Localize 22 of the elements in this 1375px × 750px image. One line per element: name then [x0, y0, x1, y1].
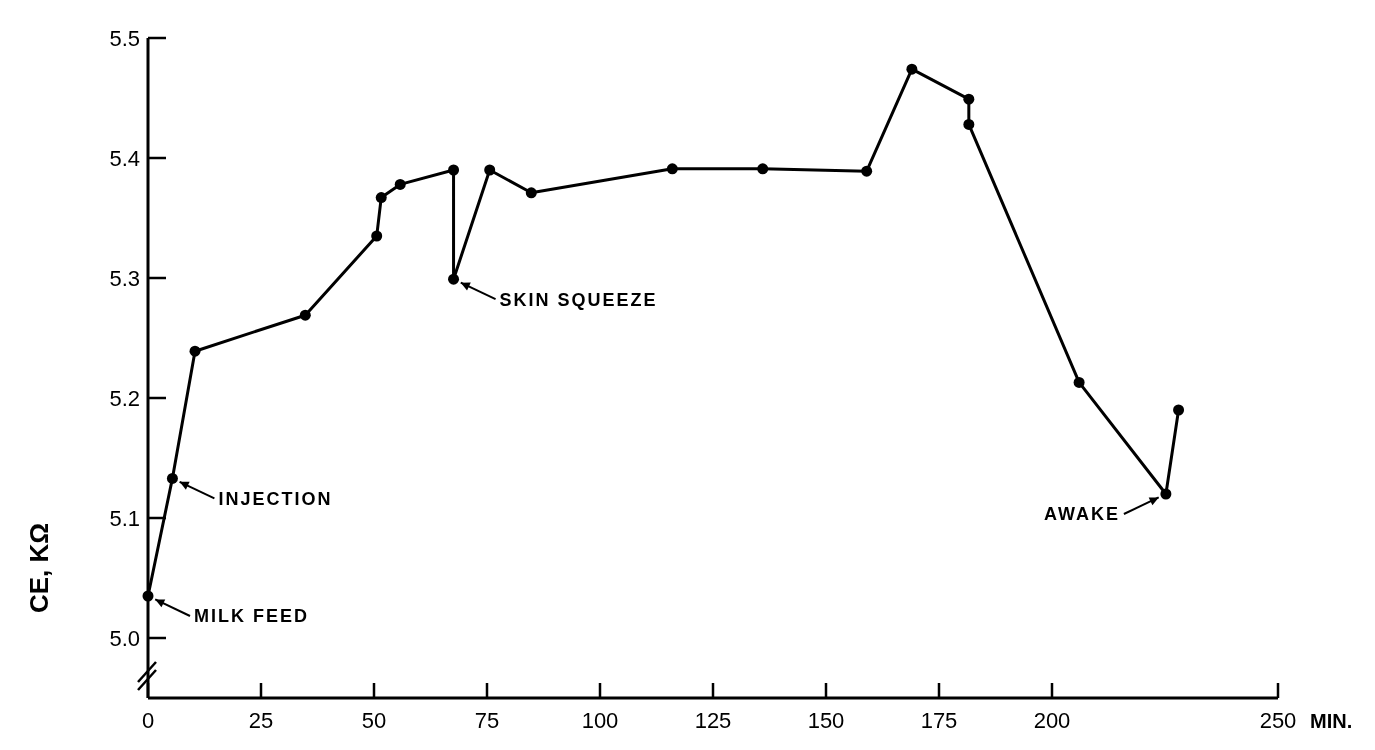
annotation: INJECTION: [218, 488, 333, 509]
y-tick-label: 5.1: [109, 505, 140, 531]
annotation: AWAKE: [1043, 504, 1120, 525]
y-tick-label: 5.4: [109, 145, 140, 171]
x-tick-label: 150: [807, 708, 845, 733]
x-tick-label: 0: [141, 708, 155, 733]
x-tick-label: 50: [361, 708, 387, 733]
x-tick-label: 125: [694, 708, 732, 733]
y-tick-label: 5.2: [109, 385, 140, 411]
x-tick-label: 200: [1033, 708, 1071, 733]
x-tick-label: 250: [1259, 708, 1297, 733]
x-tick-label: 25: [248, 708, 274, 733]
annotation: SKIN SQUEEZE: [499, 289, 658, 310]
y-tick-label: 5.0: [109, 625, 140, 651]
y-axis-title: CE, KΩ: [24, 522, 54, 614]
y-tick-label: 5.3: [109, 265, 140, 291]
x-axis-title: MIN.: [1310, 710, 1353, 732]
x-tick-label: 100: [581, 708, 619, 733]
y-tick-label: 5.5: [109, 25, 140, 51]
annotation: MILK FEED: [194, 606, 309, 627]
x-tick-label: 175: [920, 708, 958, 733]
x-tick-label: 75: [474, 708, 500, 733]
